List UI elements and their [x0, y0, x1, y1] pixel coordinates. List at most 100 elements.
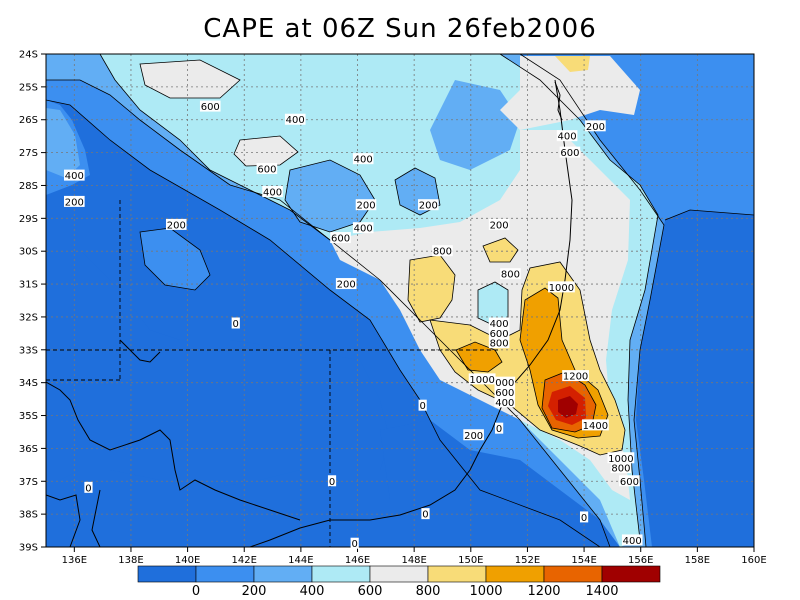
band-400-patch-1 — [285, 160, 375, 232]
y-tick-label: 33S — [19, 345, 38, 356]
y-tick-label: 27S — [19, 148, 38, 159]
colorbar-label: 1000 — [469, 584, 502, 599]
contour-label: 400 — [65, 171, 84, 182]
contour-label: 200 — [65, 197, 84, 208]
contour-label: 400 — [354, 224, 373, 235]
contour-label-bg — [262, 186, 283, 198]
contour-label: 0 — [496, 424, 502, 435]
x-axis-ticks: 136E 138E 140E 142E 144E 146E 148E 150E 152E 154E… — [62, 547, 767, 566]
contour-label-bg — [64, 169, 85, 181]
x-tick-label: 154E — [571, 555, 596, 566]
x-tick-label: 144E — [288, 555, 313, 566]
contour-label-bg — [418, 199, 439, 211]
contour-label: 800 — [433, 247, 452, 258]
colorbar-label: 1400 — [585, 584, 618, 599]
contour-label-bg — [610, 462, 632, 474]
x-tick-label: 152E — [515, 555, 540, 566]
contour-label: 000 — [495, 378, 514, 389]
contour-label: 600 — [201, 102, 220, 113]
y-tick-label: 30S — [19, 247, 38, 258]
contour-label-bg — [548, 281, 575, 293]
colorbar-swatch — [253, 565, 313, 583]
colorbar-label: 0 — [192, 584, 200, 599]
y-tick-label: 31S — [19, 280, 38, 291]
contour-label-bg — [607, 452, 635, 464]
colorbar-label: 1200 — [527, 584, 560, 599]
contour-label-bg — [432, 245, 453, 257]
contour-label-bg — [494, 386, 516, 398]
contour-label: 1000 — [469, 375, 494, 386]
contour-label: 200 — [337, 280, 356, 291]
contour-label-bg — [494, 396, 516, 408]
contour-label: 200 — [356, 201, 375, 212]
y-tick-label: 39S — [19, 543, 38, 554]
x-tick-label: 160E — [741, 555, 766, 566]
x-tick-label: 156E — [628, 555, 653, 566]
contour-label: 1200 — [563, 372, 588, 383]
colorbar: 0 200 400 600 800 1000 1200 1400 — [137, 565, 661, 599]
y-tick-label: 37S — [19, 477, 38, 488]
colorbar-swatch — [485, 565, 545, 583]
colorbar-swatch — [195, 565, 255, 583]
y-tick-label: 35S — [19, 411, 38, 422]
contour-label-bg — [559, 146, 581, 158]
contour-label: 200 — [167, 220, 186, 231]
contour-label: 400 — [495, 398, 514, 409]
contour-label: 800 — [501, 270, 520, 281]
band-top — [558, 396, 578, 418]
contour-label-bg — [579, 511, 589, 523]
lat-lon-grid — [46, 54, 754, 547]
y-tick-label: 32S — [19, 312, 38, 323]
band-400-600-w — [46, 108, 80, 178]
colorbar-swatch — [369, 565, 429, 583]
colorbar-swatch — [601, 565, 661, 583]
contour-label: 800 — [611, 464, 630, 475]
contour-label: 400 — [286, 115, 305, 126]
contour-label-bg — [488, 317, 510, 329]
y-tick-label: 29S — [19, 214, 38, 225]
x-tick-label: 136E — [62, 555, 87, 566]
x-tick-label: 148E — [401, 555, 426, 566]
contour-label: 800 — [490, 339, 509, 350]
contour-label: 200 — [586, 122, 605, 133]
band-0-sw — [46, 250, 390, 490]
contour-label: 0 — [422, 510, 428, 521]
x-tick-label: 146E — [345, 555, 370, 566]
y-tick-label: 38S — [19, 510, 38, 521]
contour-fill-layer — [46, 54, 754, 547]
contour-label-bg — [64, 195, 85, 207]
contour-label: 1400 — [583, 421, 608, 432]
contour-label-bg — [582, 419, 609, 431]
colorbar-label: 400 — [300, 584, 325, 599]
coastline — [46, 79, 573, 547]
contour-label-bg — [463, 429, 484, 441]
band-800-1000-b — [234, 136, 298, 166]
contour-label: 0 — [419, 401, 425, 412]
colorbar-swatch — [311, 565, 371, 583]
contour-label: 400 — [490, 319, 509, 330]
band-1000-1200 — [555, 56, 590, 72]
y-tick-label: 24S — [19, 50, 38, 61]
colorbar-label: 600 — [358, 584, 383, 599]
contour-label: 0 — [233, 319, 239, 330]
contour-label-bg — [335, 278, 357, 290]
contour-label-bg — [468, 373, 496, 385]
contour-label: 600 — [495, 388, 514, 399]
contour-label: 400 — [558, 132, 577, 143]
contour-label-bg — [418, 399, 427, 411]
colorbar-label: 200 — [242, 584, 267, 599]
x-tick-label: 140E — [175, 555, 200, 566]
contour-label-bg — [585, 120, 606, 132]
contour-label: 1000 — [549, 283, 574, 294]
contour-label: 200 — [490, 220, 509, 231]
contour-label-bg — [352, 153, 374, 165]
y-tick-label: 28S — [19, 181, 38, 192]
contour-label-bg — [199, 100, 221, 112]
contour-label-bg — [284, 113, 306, 125]
colorbar-label: 800 — [416, 584, 441, 599]
map-frame — [45, 53, 755, 548]
contour-label-bg — [330, 232, 351, 244]
contour-label: 400 — [354, 155, 373, 166]
contour-label: 600 — [257, 165, 276, 176]
